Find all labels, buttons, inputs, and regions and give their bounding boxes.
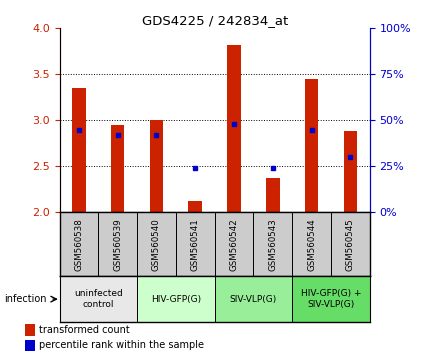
Text: GSM560542: GSM560542 [230,218,238,271]
Bar [137,276,215,322]
Bar [343,131,357,212]
Text: GSM560538: GSM560538 [74,218,83,271]
Text: transformed count: transformed count [39,325,129,335]
Title: GDS4225 / 242834_at: GDS4225 / 242834_at [142,14,288,27]
Text: uninfected
control: uninfected control [74,290,123,309]
Bar [72,88,86,212]
Bar [266,178,280,212]
Text: GSM560544: GSM560544 [307,218,316,271]
Text: GSM560543: GSM560543 [268,218,277,271]
Text: GSM560539: GSM560539 [113,218,122,270]
Bar [111,125,125,212]
Bar [188,201,202,212]
Bar [150,120,163,212]
Bar [215,276,292,322]
Text: GSM560541: GSM560541 [191,218,200,271]
Bar [25,324,34,336]
Bar [25,340,34,351]
Bar [60,276,137,322]
Text: HIV-GFP(G) +
SIV-VLP(G): HIV-GFP(G) + SIV-VLP(G) [301,290,361,309]
Text: percentile rank within the sample: percentile rank within the sample [39,341,204,350]
Text: SIV-VLP(G): SIV-VLP(G) [230,295,277,304]
Text: HIV-GFP(G): HIV-GFP(G) [151,295,201,304]
Bar [292,276,370,322]
Text: infection: infection [4,294,47,304]
Bar [305,79,318,212]
Text: GSM560545: GSM560545 [346,218,355,271]
Text: GSM560540: GSM560540 [152,218,161,271]
Bar [227,45,241,212]
